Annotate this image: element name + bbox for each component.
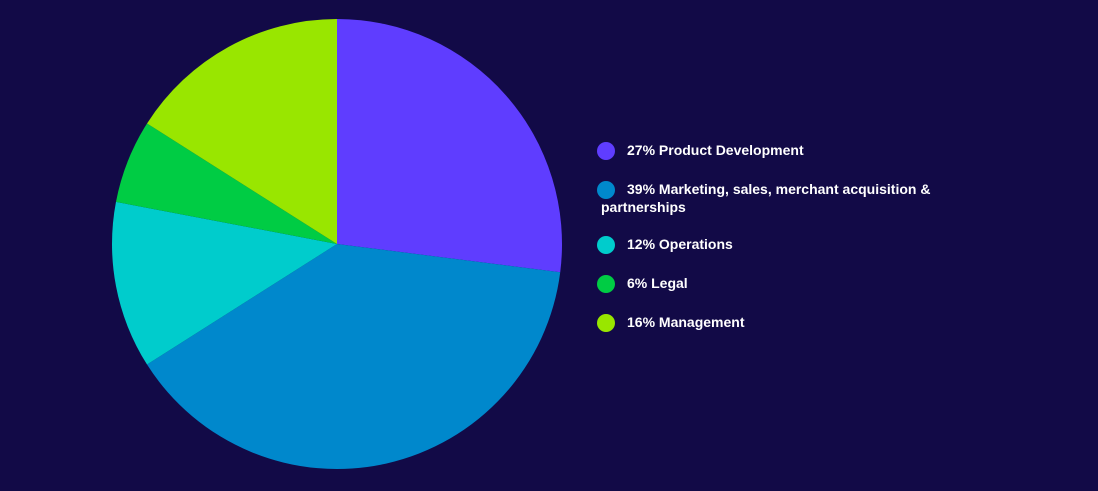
pie-slice-4 (147, 19, 337, 244)
pie-slice-0 (337, 19, 563, 273)
legend-dot-management (597, 314, 615, 332)
legend-item-management: 16% Management (597, 313, 957, 333)
legend-dot-operations (597, 236, 615, 254)
legend-item-marketing: 39% Marketing, sales, merchant acquisiti… (597, 180, 957, 216)
legend-item-product-development: 27% Product Development (597, 141, 957, 161)
pie-slice-3 (115, 123, 337, 244)
legend-item-operations: 12% Operations (597, 235, 957, 255)
legend-label-marketing: 39% Marketing, sales, merchant acquisiti… (601, 180, 957, 216)
legend-label-operations: 12% Operations (627, 236, 733, 252)
pie-slice-1 (147, 244, 561, 470)
legend-label-legal: 6% Legal (627, 275, 688, 291)
legend-dot-marketing (597, 181, 615, 199)
pie-slice-2 (111, 201, 337, 365)
legend-label-marketing-line-2: partnerships (601, 199, 686, 215)
legend-dot-product-development (597, 142, 615, 160)
legend-label-management: 16% Management (627, 314, 745, 330)
legend-label-marketing-line-1: 39% Marketing, sales, merchant acquisiti… (627, 181, 931, 197)
chart-legend: 27% Product Development 39% Marketing, s… (597, 141, 957, 352)
legend-dot-legal (597, 275, 615, 293)
legend-label-product-development: 27% Product Development (627, 142, 804, 158)
legend-item-legal: 6% Legal (597, 274, 957, 294)
